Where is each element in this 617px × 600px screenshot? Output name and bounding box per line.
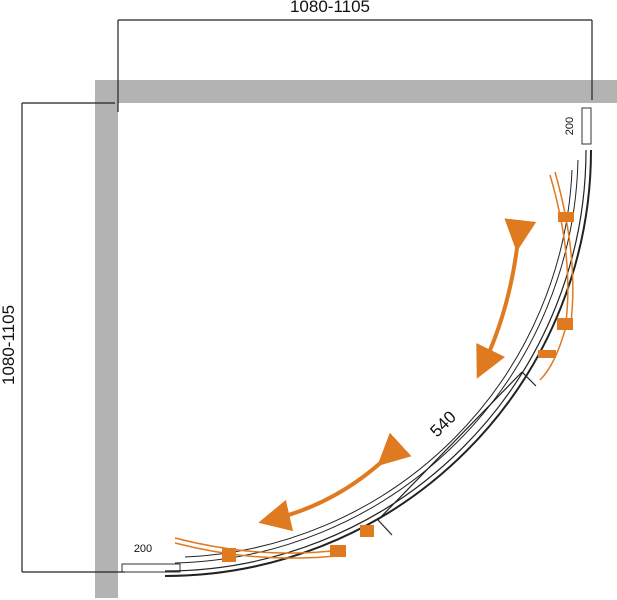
open-doors bbox=[174, 171, 574, 559]
opening-label: 540 bbox=[426, 407, 459, 440]
arrow-left-door bbox=[258, 432, 412, 532]
arrow-right-door bbox=[476, 218, 537, 379]
profile-bottom bbox=[121, 563, 181, 573]
profile-top bbox=[581, 107, 592, 145]
wall-top bbox=[95, 80, 617, 103]
depth-dimension bbox=[21, 102, 125, 573]
depth-label: 1080-1105 bbox=[0, 305, 18, 385]
profile-bottom-label: 200 bbox=[134, 543, 152, 555]
enclosure-arcs bbox=[164, 149, 592, 577]
width-dimension bbox=[117, 19, 593, 112]
profile-top-label: 200 bbox=[564, 117, 576, 135]
width-label: 1080-1105 bbox=[290, 0, 370, 16]
hinges bbox=[222, 212, 574, 562]
opening-dimension bbox=[377, 371, 537, 536]
wall-left bbox=[95, 80, 118, 598]
